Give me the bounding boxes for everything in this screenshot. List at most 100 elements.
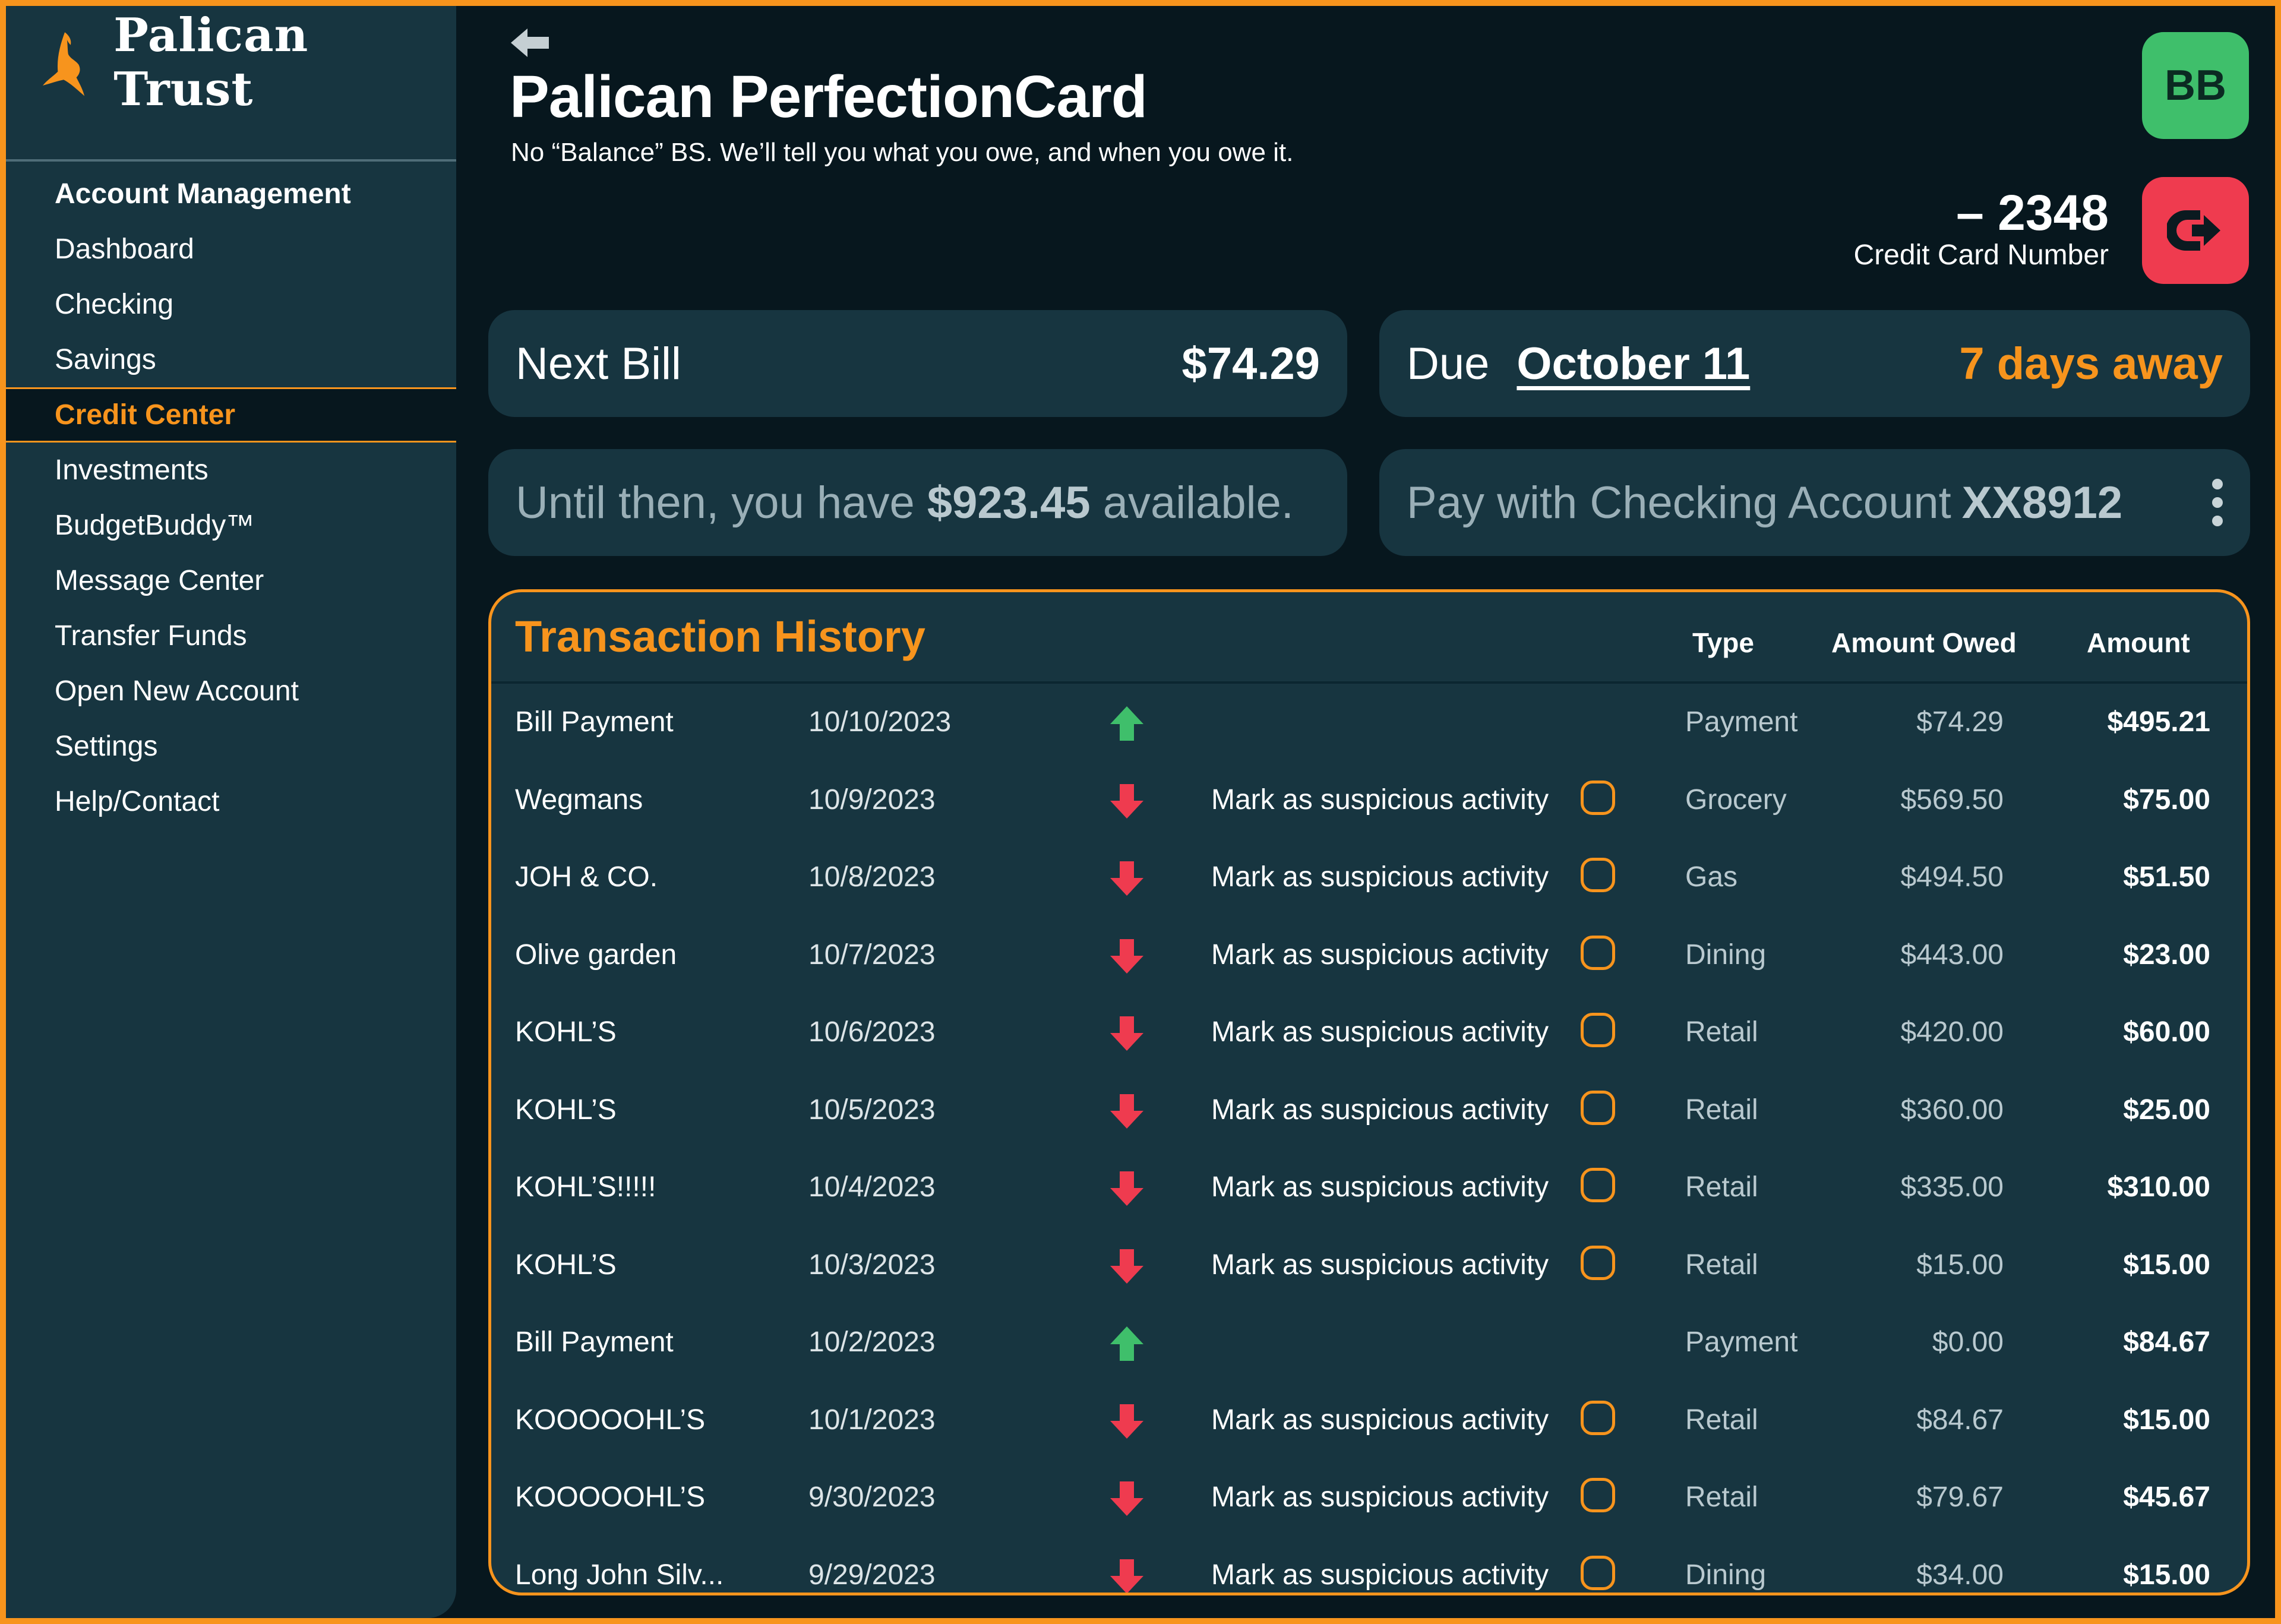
mark-suspicious-label[interactable]: Mark as suspicious activity	[1211, 939, 1549, 971]
transaction-amount: $84.67	[2123, 1326, 2210, 1358]
due-countdown: 7 days away	[1959, 338, 2223, 389]
column-header-type[interactable]: Type	[1692, 627, 1754, 658]
table-row[interactable]: KOHL’S 10/6/2023 Mark as suspicious acti…	[491, 994, 2247, 1072]
arrow-down-icon	[1109, 860, 1145, 897]
mark-suspicious-checkbox[interactable]	[1581, 858, 1615, 892]
table-row[interactable]: KOHL’S 10/5/2023 Mark as suspicious acti…	[491, 1072, 2247, 1149]
table-row[interactable]: Olive garden 10/7/2023 Mark as suspiciou…	[491, 917, 2247, 994]
mark-suspicious-label[interactable]: Mark as suspicious activity	[1211, 1481, 1549, 1513]
transaction-amount: $15.00	[2123, 1249, 2210, 1281]
mark-suspicious-checkbox[interactable]	[1581, 1090, 1615, 1125]
sidebar-item-account-management[interactable]: Account Management	[55, 178, 351, 210]
mark-suspicious-label[interactable]: Mark as suspicious activity	[1211, 1016, 1549, 1048]
mark-suspicious-label[interactable]: Mark as suspicious activity	[1211, 1404, 1549, 1436]
transaction-type: Grocery	[1685, 783, 1787, 816]
arrow-up-icon	[1109, 705, 1145, 742]
mark-suspicious-checkbox[interactable]	[1581, 1555, 1615, 1590]
page-subtitle: No “Balance” BS. We’ll tell you what you…	[511, 138, 1294, 167]
transaction-type: Dining	[1685, 1559, 1767, 1591]
table-row[interactable]: Bill Payment 10/2/2023 Payment $0.00 $84…	[491, 1304, 2247, 1382]
pay-prefix: Pay with Checking Account	[1407, 477, 1951, 528]
transaction-date: 10/5/2023	[808, 1094, 936, 1126]
arrow-down-icon	[1109, 1403, 1145, 1440]
sidebar-item-checking[interactable]: Checking	[55, 289, 174, 320]
merchant-name: KOOOOOHL’S	[515, 1481, 706, 1513]
amount-owed: $84.67	[1916, 1404, 2004, 1436]
mark-suspicious-label[interactable]: Mark as suspicious activity	[1211, 1171, 1549, 1203]
table-row[interactable]: KOOOOOHL’S 9/30/2023 Mark as suspicious …	[491, 1459, 2247, 1537]
amount-owed: $569.50	[1900, 783, 2004, 816]
amount-owed: $443.00	[1900, 939, 2004, 971]
transaction-type: Gas	[1685, 861, 1738, 893]
transaction-date: 10/9/2023	[808, 783, 936, 816]
mark-suspicious-label[interactable]: Mark as suspicious activity	[1211, 783, 1549, 816]
logout-icon	[2167, 210, 2220, 251]
column-header-amount-owed[interactable]: Amount Owed	[1831, 627, 2017, 658]
mark-suspicious-checkbox[interactable]	[1581, 780, 1615, 815]
sidebar-item-budgetbuddy[interactable]: BudgetBuddy™	[55, 510, 255, 541]
mark-suspicious-checkbox[interactable]	[1581, 935, 1615, 970]
transaction-list: Bill Payment 10/10/2023 Payment $74.29 $…	[491, 684, 2247, 1593]
table-row[interactable]: Long John Silv... 9/29/2023 Mark as susp…	[491, 1537, 2247, 1593]
pay-with-account-card[interactable]: Pay with Checking Account XX8912	[1379, 449, 2250, 556]
column-header-amount[interactable]: Amount	[2087, 627, 2190, 658]
mark-suspicious-label[interactable]: Mark as suspicious activity	[1211, 861, 1549, 893]
mark-suspicious-checkbox[interactable]	[1581, 1478, 1615, 1512]
brand-logo[interactable]: Palican Trust	[43, 8, 456, 116]
arrow-down-icon	[1109, 1015, 1145, 1052]
table-row[interactable]: JOH & CO. 10/8/2023 Mark as suspicious a…	[491, 839, 2247, 917]
mark-suspicious-checkbox[interactable]	[1581, 1245, 1615, 1280]
sidebar-item-dashboard[interactable]: Dashboard	[55, 233, 194, 265]
page-title: Palican PerfectionCard	[510, 64, 1148, 130]
sidebar-item-transfer-funds[interactable]: Transfer Funds	[55, 620, 247, 652]
transaction-history-panel: Transaction History Type Amount Owed Amo…	[488, 589, 2250, 1595]
pay-account-number: XX8912	[1961, 477, 2123, 528]
table-row[interactable]: KOHL’S 10/3/2023 Mark as suspicious acti…	[491, 1227, 2247, 1304]
transaction-type: Retail	[1685, 1249, 1758, 1281]
sidebar-item-credit-center[interactable]: Credit Center	[6, 387, 456, 443]
transaction-date: 10/1/2023	[808, 1404, 936, 1436]
transaction-type: Retail	[1685, 1094, 1758, 1126]
sidebar: Palican Trust Account Management Dashboar…	[6, 6, 456, 1618]
merchant-name: JOH & CO.	[515, 861, 658, 893]
mark-suspicious-checkbox[interactable]	[1581, 1168, 1615, 1202]
transaction-amount: $310.00	[2107, 1171, 2210, 1203]
transaction-date: 10/10/2023	[808, 706, 952, 738]
merchant-name: KOHL’S	[515, 1249, 617, 1281]
amount-owed: $34.00	[1916, 1559, 2004, 1591]
next-bill-label: Next Bill	[516, 338, 681, 389]
merchant-name: KOHL’S	[515, 1016, 617, 1048]
merchant-name: Olive garden	[515, 939, 677, 971]
sidebar-item-savings[interactable]: Savings	[55, 344, 156, 375]
sidebar-item-investments[interactable]: Investments	[55, 454, 208, 486]
logout-button[interactable]	[2142, 177, 2249, 284]
sidebar-item-settings[interactable]: Settings	[55, 731, 158, 762]
transaction-date: 10/7/2023	[808, 939, 936, 971]
transaction-date: 10/2/2023	[808, 1326, 936, 1358]
mark-suspicious-label[interactable]: Mark as suspicious activity	[1211, 1559, 1549, 1591]
more-options-icon[interactable]	[2212, 479, 2223, 526]
sidebar-item-help-contact[interactable]: Help/Contact	[55, 786, 220, 817]
amount-owed: $360.00	[1900, 1094, 2004, 1126]
merchant-name: Bill Payment	[515, 706, 674, 738]
avatar[interactable]: BB	[2142, 32, 2249, 139]
transaction-type: Retail	[1685, 1171, 1758, 1203]
arrow-down-icon	[1109, 1248, 1145, 1285]
table-row[interactable]: Wegmans 10/9/2023 Mark as suspicious act…	[491, 762, 2247, 839]
due-date-link[interactable]: October 11	[1517, 338, 1751, 389]
credit-card-number-label: Credit Card Number	[1853, 239, 2109, 271]
transaction-type: Payment	[1685, 1326, 1798, 1358]
table-row[interactable]: KOHL’S!!!!! 10/4/2023 Mark as suspicious…	[491, 1149, 2247, 1227]
mark-suspicious-label[interactable]: Mark as suspicious activity	[1211, 1249, 1549, 1281]
merchant-name: KOOOOOHL’S	[515, 1404, 706, 1436]
sidebar-item-message-center[interactable]: Message Center	[55, 565, 264, 596]
arrow-down-icon	[1109, 1558, 1145, 1593]
back-arrow-icon[interactable]	[510, 26, 551, 59]
mark-suspicious-checkbox[interactable]	[1581, 1013, 1615, 1047]
table-row[interactable]: KOOOOOHL’S 10/1/2023 Mark as suspicious …	[491, 1382, 2247, 1459]
table-row[interactable]: Bill Payment 10/10/2023 Payment $74.29 $…	[491, 684, 2247, 762]
sidebar-item-open-new-account[interactable]: Open New Account	[55, 675, 299, 707]
amount-owed: $494.50	[1900, 861, 2004, 893]
mark-suspicious-label[interactable]: Mark as suspicious activity	[1211, 1094, 1549, 1126]
mark-suspicious-checkbox[interactable]	[1581, 1400, 1615, 1435]
